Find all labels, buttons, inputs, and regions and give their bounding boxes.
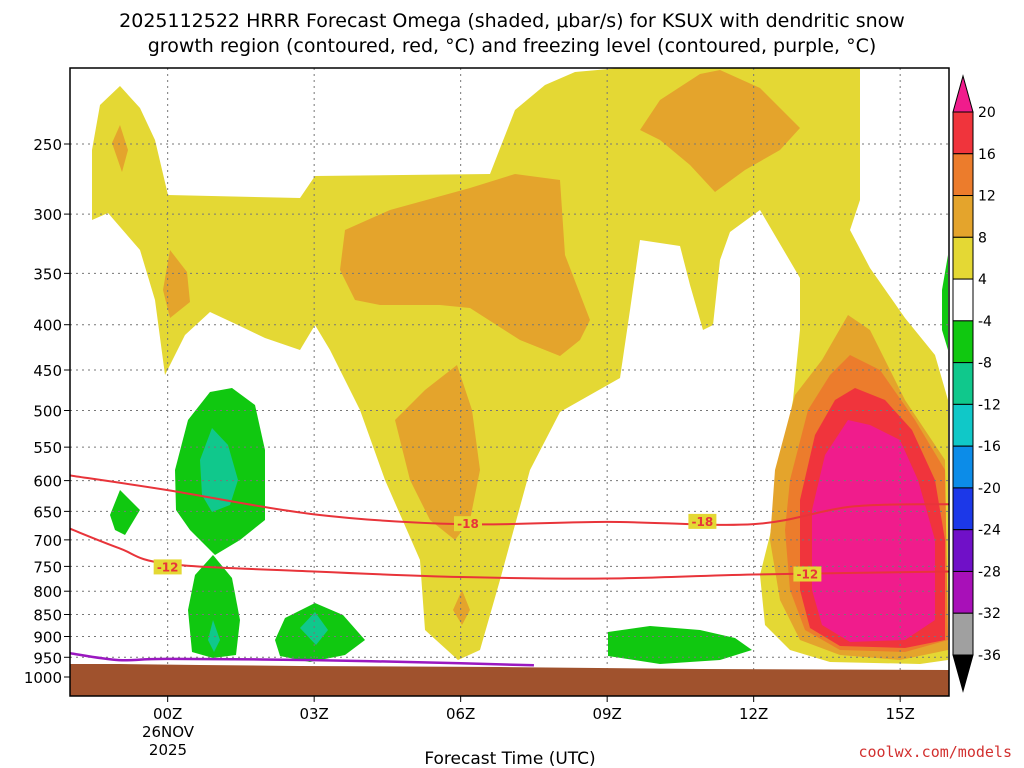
isotherm-label-bg [688,513,717,529]
y-tick-label: 550 [33,439,62,457]
x-tick-label: 00Z [153,705,182,723]
colorbar-swatch [952,111,974,155]
x-tick-label: 03Z [299,705,328,723]
colorbar-label: 12 [978,189,996,205]
y-tick-label: 250 [33,136,62,154]
colorbar-swatch [952,612,974,656]
isotherm-label-bg [453,516,482,532]
grid-horizontal [70,143,949,658]
y-tick-label: 950 [33,649,62,667]
colorbar-swatch [952,236,974,280]
omega-shading-neg-8-12 [200,428,328,652]
chart-title-line-2: growth region (contoured, red, °C) and f… [148,35,877,57]
colorbar-swatch [952,153,974,197]
x-tick-label: 06Z [446,705,475,723]
colorbar-label: -28 [978,564,1001,580]
colorbar-swatch [952,445,974,489]
plot-frame [69,67,950,697]
colorbar-swatch [952,403,974,447]
terrain-surface [70,664,949,696]
isotherm-label: -18 [457,517,479,531]
y-tick-label: 800 [33,583,62,601]
y-tick-label: 700 [33,532,62,550]
colorbar-label: -8 [978,356,992,372]
colorbar-label: 20 [978,105,996,121]
chart-title-line-1: 2025112522 HRRR Forecast Omega (shaded, … [119,10,905,32]
colorbar-label: 8 [978,230,987,246]
colorbar-top-arrow [952,74,974,113]
isotherm-label: -12 [797,568,819,582]
y-tick-label: 1000 [24,669,62,687]
x-tick-label: 09Z [592,705,621,723]
plot-area: -18 -18 -12 -12 [70,68,949,696]
dgz-isotherms: -18 -18 -12 -12 [70,474,949,582]
freezing-level-path [70,651,534,667]
colorbar-label: -12 [978,397,1001,413]
y-tick-label: 400 [33,317,62,335]
credit-text: coolwx.com/models [858,743,1012,761]
colorbar-label: -4 [978,314,992,330]
x-axis-ticks: 00Z 03Z 06Z 09Z 12Z 15Z [153,696,915,723]
colorbar-label: 16 [978,147,996,163]
colorbar-swatch [952,529,974,572]
colorbar-swatch [952,570,974,614]
y-tick-label: 650 [33,503,62,521]
y-tick-label: 900 [33,628,62,646]
isotherm-line [70,527,949,580]
colorbar-bottom-arrow [952,654,974,693]
colorbar-label: -20 [978,481,1001,497]
isotherm-label: -12 [157,560,179,574]
y-tick-label: 300 [33,206,62,224]
y-tick-label: 450 [33,362,62,380]
date-label-month: 26NOV [142,723,195,741]
isotherm-label-bg [153,559,182,575]
colorbar-swatch [952,362,974,405]
y-axis-ticks: 250 300 350 400 450 500 550 600 650 700 750 800 850 9… [24,136,70,687]
y-tick-label: 750 [33,558,62,576]
omega-shading-4-8 [92,68,948,664]
x-axis-title: Forecast Time (UTC) [424,749,595,768]
x-tick-label: 15Z [885,705,914,723]
isotherm-label-bg [793,566,822,582]
colorbar-swatch [952,320,974,364]
colorbar-swatch [952,487,974,531]
y-tick-label: 500 [33,403,62,421]
omega-shading-neg-4-8 [110,255,948,664]
colorbar-label: -36 [978,648,1001,664]
colorbar-label: 4 [978,272,987,288]
colorbar-label: -24 [978,523,1001,539]
y-tick-label: 350 [33,265,62,283]
colorbar-label: -16 [978,439,1001,455]
colorbar: 20 16 12 8 4 -4 -8 -12 -16 -20 -24 -28 -32 -36 [952,74,1001,693]
colorbar-label: -32 [978,606,1001,622]
y-tick-label: 600 [33,473,62,491]
isotherm-label: -18 [692,515,714,529]
freezing-level-line [70,651,534,667]
x-tick-label: 12Z [739,705,768,723]
date-label-year: 2025 [149,741,187,759]
omega-shading-gt-20 [812,420,935,642]
y-tick-label: 850 [33,607,62,625]
isotherm-line [70,474,949,526]
colorbar-swatch [952,278,974,322]
colorbar-swatch [952,195,974,238]
